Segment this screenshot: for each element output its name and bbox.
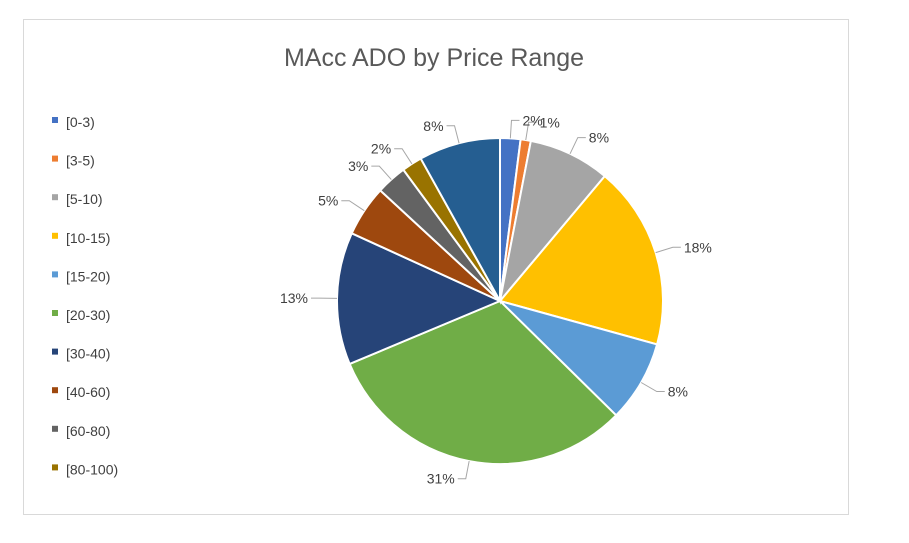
legend-marker <box>52 271 58 278</box>
pie-slices <box>336 136 664 465</box>
legend-label: [20-30) <box>66 307 110 323</box>
legend-label: [10-15) <box>66 230 110 246</box>
data-label: 3% <box>348 158 368 174</box>
leader-line <box>640 382 665 392</box>
data-label: 8% <box>668 384 688 400</box>
leader-line <box>394 148 413 165</box>
legend-label: [60-80) <box>66 423 110 439</box>
data-labels: 2%1%8%18%8%31%13%5%3%2%8% <box>280 112 712 486</box>
legend: [0-3) [3-5) [5-10) [10-15) [15-20) [20-30) [30… <box>52 114 118 477</box>
pie-slice <box>348 299 618 465</box>
legend-label: [0-3) <box>66 114 95 130</box>
leader-line <box>457 460 470 480</box>
legend-label: [15-20) <box>66 268 110 284</box>
leader-line <box>341 200 365 212</box>
data-label: 5% <box>318 193 338 209</box>
legend-marker <box>52 348 58 355</box>
data-label: 31% <box>427 471 455 487</box>
leader-line <box>569 137 586 155</box>
leader-lines <box>311 119 681 480</box>
leader-line <box>371 165 392 180</box>
data-label: 1% <box>540 114 560 130</box>
pie-slice <box>336 231 503 366</box>
legend-label: [5-10) <box>66 191 103 207</box>
leader-line <box>446 125 460 144</box>
data-label: 8% <box>589 130 609 146</box>
legend-marker <box>52 155 58 162</box>
pie-chart: MAcc ADO by Price Range [0-3) [3-5) [5-10)… <box>52 44 712 487</box>
chart-area: MAcc ADO by Price Range [0-3) [3-5) [5-10)… <box>23 19 849 515</box>
legend-label: [30-40) <box>66 346 110 362</box>
pie-slice <box>419 136 501 305</box>
leader-line <box>509 119 520 139</box>
legend-marker <box>52 425 58 432</box>
legend-marker <box>52 310 58 316</box>
legend-label: [80-100) <box>66 461 118 477</box>
legend-label: [3-5) <box>66 153 95 169</box>
legend-marker <box>52 387 58 394</box>
data-label: 18% <box>684 239 712 255</box>
pie-slice <box>498 174 664 346</box>
data-label: 13% <box>280 290 308 306</box>
data-label: 2% <box>522 112 542 128</box>
legend-marker <box>52 117 58 123</box>
leader-line <box>655 246 681 254</box>
leader-line <box>525 121 537 141</box>
legend-label: [40-60) <box>66 384 110 400</box>
data-label: 2% <box>371 141 391 157</box>
chart-title: MAcc ADO by Price Range <box>284 44 584 72</box>
legend-marker <box>52 194 58 201</box>
data-label: 8% <box>423 118 443 134</box>
legend-marker <box>52 232 58 239</box>
legend-marker <box>52 464 58 471</box>
